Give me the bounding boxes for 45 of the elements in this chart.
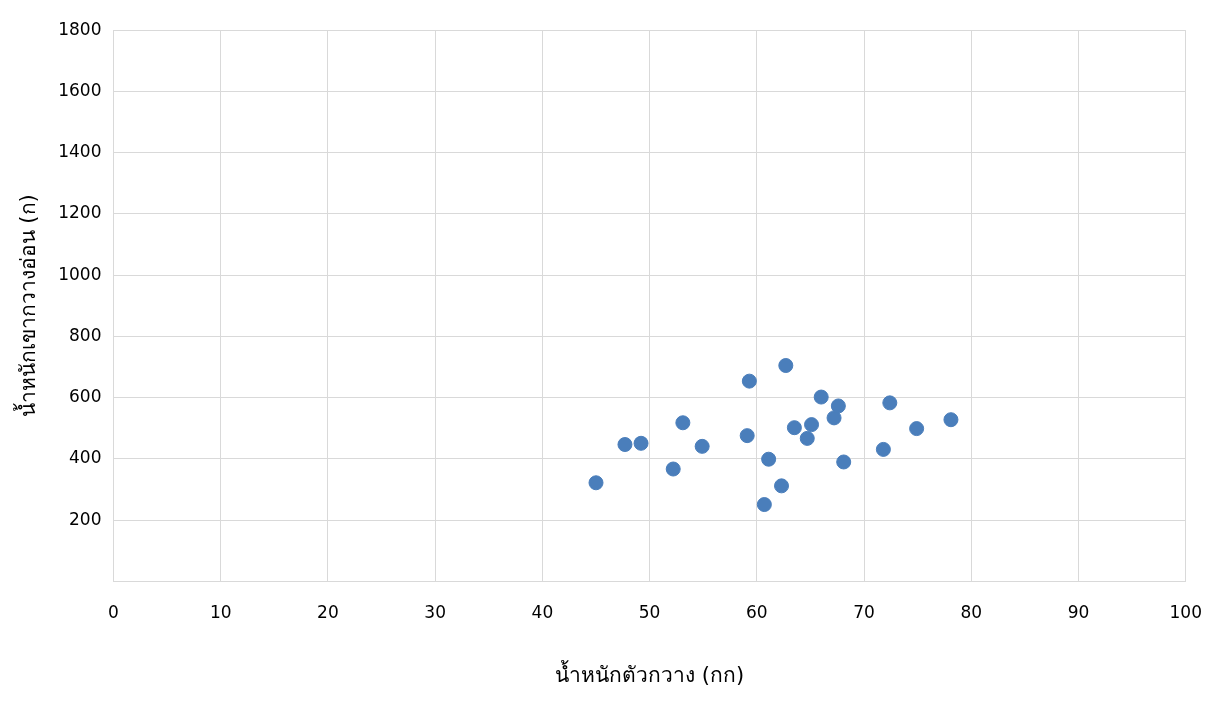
y-tick-label: 1000: [58, 263, 102, 284]
x-tick-label: 30: [424, 602, 446, 623]
y-axis-title: น้ำหนักเขากวางอ่อน (ก): [13, 194, 41, 418]
point: [799, 430, 815, 446]
point: [588, 475, 604, 491]
point: [778, 358, 794, 374]
y-tick-label: 600: [69, 386, 102, 407]
point: [836, 454, 852, 470]
point: [694, 438, 710, 454]
x-tick-label: 100: [1169, 602, 1202, 623]
x-tick-label: 80: [960, 602, 983, 623]
point: [786, 420, 802, 436]
y-tick-label: 800: [69, 324, 102, 345]
point: [882, 395, 898, 411]
point: [761, 451, 777, 467]
point: [675, 415, 691, 431]
point: [633, 435, 649, 451]
y-tick-label: 200: [69, 508, 102, 529]
point: [830, 398, 846, 414]
x-tick-label: 60: [746, 602, 768, 623]
y-tick-label: 1600: [58, 79, 102, 100]
x-tick-label: 90: [1067, 602, 1090, 623]
point: [943, 412, 959, 428]
x-tick-label: 10: [209, 602, 232, 623]
y-tick-label: 400: [69, 447, 102, 468]
point: [813, 389, 829, 405]
point: [909, 421, 925, 437]
point: [741, 373, 757, 389]
point: [875, 441, 891, 457]
point: [665, 461, 681, 477]
x-tick-label: 20: [317, 602, 339, 623]
point: [756, 497, 772, 513]
x-axis-title: น้ำหนักตัวกวาง (กก): [555, 659, 745, 687]
y-tick-label: 1200: [58, 202, 102, 223]
point: [617, 437, 633, 453]
x-tick-label: 0: [108, 602, 119, 623]
y-tick-label: 1400: [58, 141, 102, 162]
x-tick-label: 70: [853, 602, 875, 623]
point: [774, 478, 790, 494]
point: [804, 417, 820, 433]
point: [739, 428, 755, 444]
x-tick-label: 50: [638, 602, 661, 623]
x-tick-label: 40: [531, 602, 554, 623]
point: [826, 410, 842, 426]
y-tick-label: 1800: [58, 18, 102, 39]
